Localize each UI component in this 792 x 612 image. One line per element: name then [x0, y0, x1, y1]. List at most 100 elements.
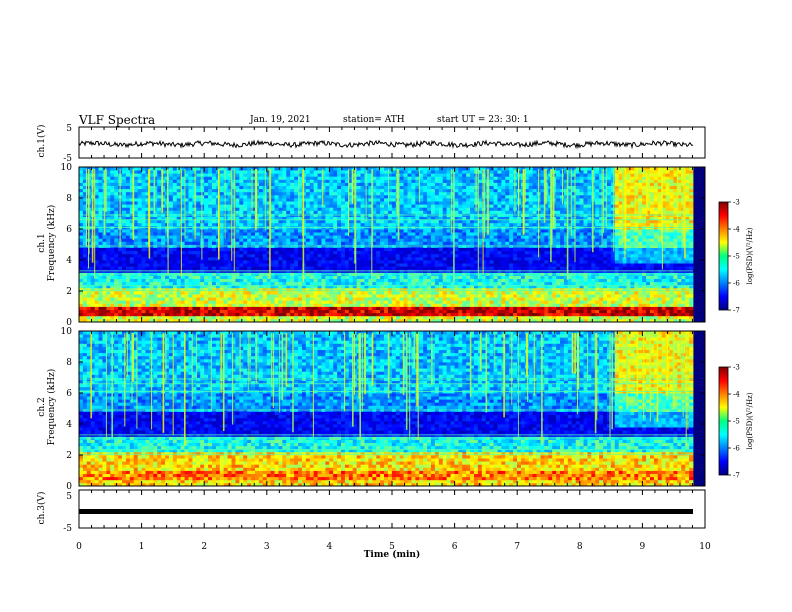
- ch1-spectrogram-cell: [306, 192, 310, 196]
- ch1-spectrogram-cell: [79, 170, 83, 174]
- ch1-spectrogram-cell: [364, 266, 368, 270]
- ch1-spectrogram-cell: [271, 183, 275, 187]
- ch1-spectrogram-cell: [404, 186, 408, 190]
- ch1-spectrogram-cell: [396, 257, 400, 261]
- ch1-spectrogram-cell: [243, 204, 247, 208]
- ch1-spectrogram-cell: [239, 210, 243, 214]
- ch1-spectrogram-cell: [329, 173, 333, 177]
- ch1-spectrogram-cell: [333, 266, 337, 270]
- ch1-spectrogram-cell: [243, 238, 247, 242]
- ch1-spectrogram-cell: [423, 294, 427, 298]
- ch1-spectrogram-cell: [247, 238, 251, 242]
- ch1-spectrogram-cell: [454, 291, 458, 295]
- ch1-spectrogram-cell: [380, 316, 384, 320]
- ch1-spectrogram-cell: [259, 266, 263, 270]
- ch1-spectrogram-cell: [439, 276, 443, 280]
- ch1-spectrogram-cell: [255, 282, 259, 286]
- ch1-spectrogram-cell: [380, 176, 384, 180]
- ch1-spectrogram-cell: [99, 198, 103, 202]
- ch1-spectrogram-cell: [411, 229, 415, 233]
- ch1-spectrogram-cell: [392, 257, 396, 261]
- ch1-spectrogram-cell: [302, 303, 306, 307]
- ch1-spectrogram-cell: [122, 291, 126, 295]
- ch1-spectrogram-cell: [95, 294, 99, 298]
- ch1-spectrogram-cell: [149, 279, 153, 283]
- ch1-spectrogram-cell: [290, 263, 294, 267]
- ch1-spectrogram-cell: [341, 251, 345, 255]
- ch1-spectrogram-cell: [349, 232, 353, 236]
- ch1-spectrogram-cell: [372, 303, 376, 307]
- ch1-spectrogram-cell: [267, 288, 271, 292]
- ch1-spectrogram-cell: [361, 210, 365, 214]
- ch1-spectrogram-cell: [400, 183, 404, 187]
- ch1-spectrogram-cell: [282, 238, 286, 242]
- ch1-spectrogram-cell: [271, 300, 275, 304]
- ch1-spectrogram-cell: [181, 279, 185, 283]
- ch1-spectrogram-cell: [204, 173, 208, 177]
- ch1-spectrogram-cell: [169, 183, 173, 187]
- ch1-spectrogram-cell: [247, 183, 251, 187]
- ch1-spectrogram-cell: [110, 294, 114, 298]
- ch1-spectrogram-cell: [337, 204, 341, 208]
- ch1-spectrogram-cell: [314, 276, 318, 280]
- ch1-spectrogram-cell: [235, 263, 239, 267]
- ch1-spectrogram-cell: [142, 254, 146, 257]
- ch1-spectrogram-cell: [134, 210, 138, 214]
- ch1-spectrogram-cell: [388, 279, 392, 283]
- ch1-spectrogram-cell: [169, 297, 173, 301]
- ch1-spectrogram-cell: [325, 223, 329, 227]
- ch1-spectrogram-cell: [411, 189, 415, 193]
- ch1-spectrogram-cell: [310, 179, 314, 183]
- ch1-spectrogram-cell: [235, 294, 239, 298]
- ch1-spectrogram-cell: [321, 294, 325, 298]
- ch1-spectrogram-cell: [208, 263, 212, 267]
- ch1-spectrogram-cell: [118, 294, 122, 298]
- ch1-spectrogram-cell: [212, 235, 216, 239]
- ch1-spectrogram-cell: [196, 201, 200, 205]
- ch1-spectrogram-cell: [333, 186, 337, 190]
- ch1-spectrogram-cell: [310, 307, 314, 311]
- ch1-spectrogram-cell: [189, 291, 193, 295]
- ch1-spectrogram-cell: [310, 167, 314, 171]
- ch1-spectrogram-cell: [341, 300, 345, 304]
- ch1-spectrogram-cell: [321, 220, 325, 224]
- ch1-spectrogram-cell: [408, 254, 412, 257]
- ch1-spectrogram-cell: [157, 241, 161, 245]
- ch1-spectrogram-cell: [243, 220, 247, 224]
- ch1-spectrogram-cell: [99, 313, 103, 317]
- ch1-spectrogram-cell: [435, 210, 439, 214]
- ch1-spectrogram-cell: [192, 297, 196, 301]
- ch1-spectrogram-cell: [439, 297, 443, 301]
- ch1-spectrogram-cell: [341, 288, 345, 292]
- ch1-spectrogram-cell: [439, 316, 443, 320]
- ch1-spectrogram-cell: [275, 251, 279, 255]
- ch1-spectrogram-cell: [122, 229, 126, 233]
- ch1-spectrogram-cell: [376, 207, 380, 211]
- ch1-spectrogram-cell: [376, 276, 380, 280]
- ch1-spectrogram-cell: [423, 210, 427, 214]
- ch1-spectrogram-cell: [427, 300, 431, 304]
- ch1-spectrogram-cell: [419, 223, 423, 227]
- ch1-spectrogram-cell: [443, 254, 447, 257]
- ch1-spectrogram-cell: [138, 251, 142, 255]
- ch1-spectrogram-cell: [458, 297, 462, 301]
- ch1-spectrogram-cell: [411, 186, 415, 190]
- ch1-spectrogram-cell: [142, 207, 146, 211]
- ch1-spectrogram-cell: [275, 189, 279, 193]
- ch1-spectrogram-cell: [404, 176, 408, 180]
- ch1-spectrogram-cell: [204, 189, 208, 193]
- ch1-spectrogram-cell: [165, 248, 169, 252]
- ch1-spectrogram-cell: [325, 229, 329, 233]
- ch1-spectrogram-cell: [294, 282, 298, 286]
- ch1-spectrogram-cell: [99, 279, 103, 283]
- ch1-spectrogram-cell: [400, 173, 404, 177]
- ch1-spectrogram-cell: [443, 313, 447, 317]
- ch1-spectrogram-cell: [239, 238, 243, 242]
- ch1-spectrogram-cell: [235, 201, 239, 205]
- ch1-spectrogram-cell: [458, 291, 462, 295]
- ch1-spectrogram-cell: [208, 241, 212, 245]
- ch1-spectrogram-cell: [224, 179, 228, 183]
- ch1-spectrogram-cell: [458, 229, 462, 233]
- ch1-spectrogram-cell: [431, 220, 435, 224]
- ch1-spectrogram-cell: [161, 288, 165, 292]
